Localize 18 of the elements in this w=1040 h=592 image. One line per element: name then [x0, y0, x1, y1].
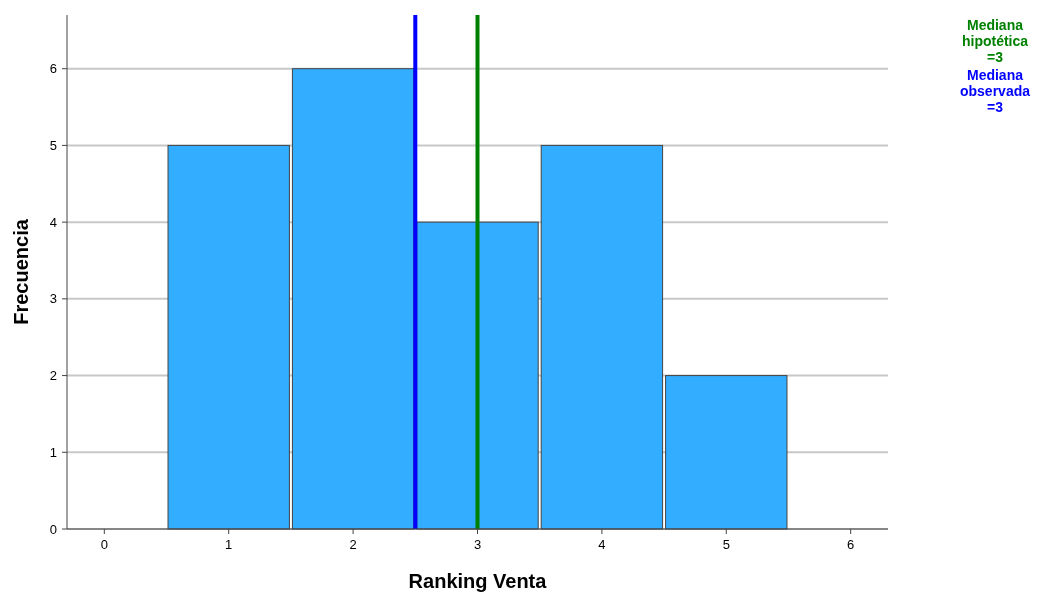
y-tick-label: 1 [49, 444, 57, 460]
x-tick-label: 4 [598, 537, 606, 552]
y-tick-label: 0 [49, 521, 57, 537]
x-tick-label: 6 [847, 537, 855, 552]
y-tick-label: 3 [49, 291, 57, 307]
y-axis-title: Frecuencia [10, 218, 32, 325]
y-tick-label: 4 [49, 214, 57, 230]
ref-line-label: Mediana observada =3 [959, 67, 1031, 115]
ref-line-label: Mediana hipotética =3 [961, 17, 1029, 65]
y-tick-label: 2 [49, 368, 57, 384]
x-axis-title: Ranking Venta [408, 570, 548, 592]
y-tick-label: 6 [49, 61, 57, 77]
x-tick-label: 3 [473, 537, 482, 552]
x-tick-label: 5 [722, 537, 730, 552]
y-tick-label: 5 [49, 137, 57, 153]
x-tick-label: 0 [100, 537, 108, 552]
x-tick-label: 1 [225, 537, 233, 552]
x-tick-label: 2 [349, 537, 357, 552]
